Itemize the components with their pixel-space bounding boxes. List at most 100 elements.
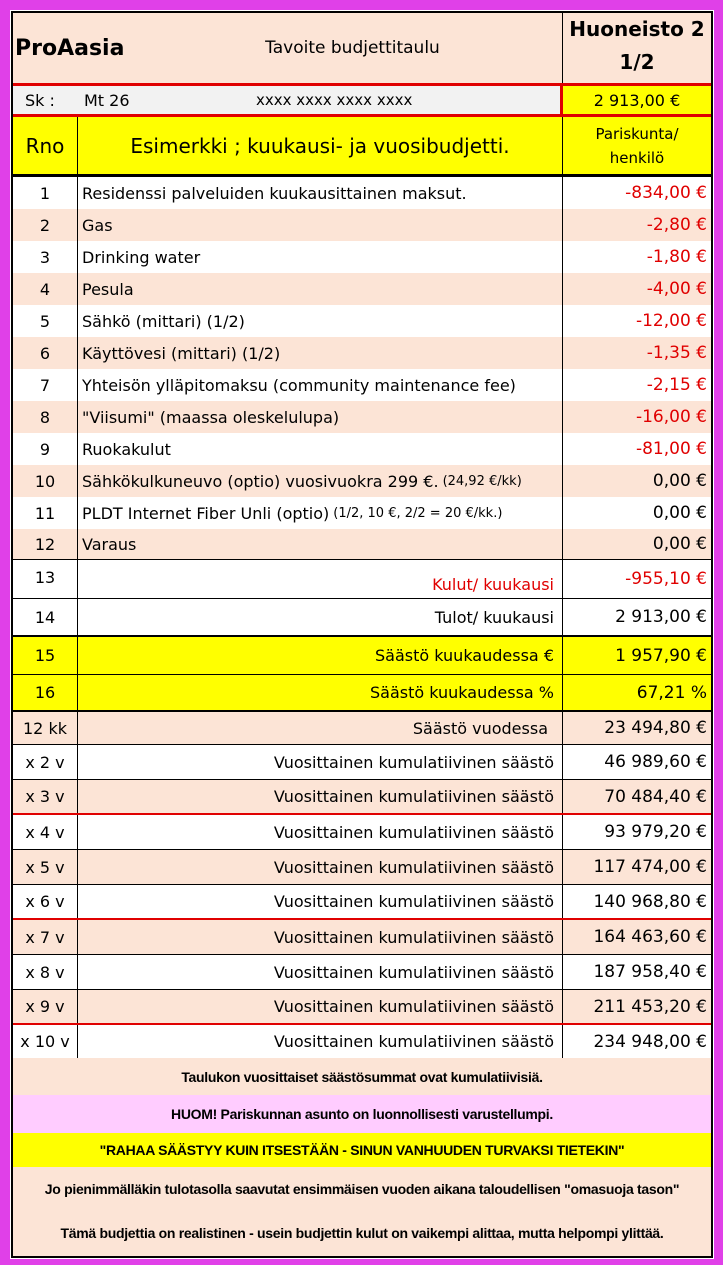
sheet-title: Tavoite budjettitaulu [143,13,563,83]
yearly-value: 23 494,80 € [604,718,707,738]
year-label: x 7 v [13,920,78,954]
total-value: 67,21 % [636,682,707,703]
yearly-savings-row: x 4 v Vuosittainen kumulatiivinen säästö 9… [13,815,711,850]
budget-item-row: 7 Yhteisön ylläpitomaksu (community maint… [13,369,711,401]
item-number: 11 [13,497,78,529]
col-value-line1: Pariskunta/ [595,124,679,143]
item-value: 0,00 € [652,503,707,523]
yearly-label: Vuosittainen kumulatiivinen säästö [78,955,563,989]
yearly-label: Vuosittainen kumulatiivinen säästö [78,885,563,918]
total-value: 2 913,00 € [615,607,707,627]
note-couple: HUOM! Pariskunnan asunto on luonnollises… [13,1095,711,1133]
item-value: -4,00 € [646,279,707,299]
total-label: Säästö kuukaudessa € [78,637,563,674]
item-label: Drinking water [78,241,563,273]
item-value: -1,80 € [646,247,707,267]
budget-item-row: 4 Pesula -4,00 € [13,273,711,305]
item-label-text: Varaus [82,534,137,554]
total-row: 15 Säästö kuukaudessa € 1 957,90 € [13,637,711,675]
item-value: 0,00 € [652,534,707,554]
budget-item-row: 2 Gas -2,80 € [13,209,711,241]
item-label-text: Gas [82,215,113,235]
item-label-text: Ruokakulut [82,439,171,459]
yearly-savings-row: x 7 v Vuosittainen kumulatiivinen säästö 1… [13,920,711,955]
col-description: Esimerkki ; kuukausi- ja vuosibudjetti. [78,117,563,174]
item-number: 6 [13,337,78,369]
year-label: x 8 v [13,955,78,989]
year-label: x 10 v [13,1025,78,1058]
item-label-text: Käyttövesi (mittari) (1/2) [82,343,281,363]
yearly-label: Vuosittainen kumulatiivinen säästö [78,780,563,813]
item-label-text: Sähkö (mittari) (1/2) [82,311,245,331]
info-row: Sk : Mt 26 xxxx xxxx xxxx xxxx 2 913,00 … [13,83,711,117]
budget-item-row: 9 Ruokakulut -81,00 € [13,433,711,465]
yearly-label: Vuosittainen kumulatiivinen säästö [78,1025,563,1058]
item-value: -81,00 € [635,439,707,459]
yearly-label: Vuosittainen kumulatiivinen säästö [78,850,563,884]
item-value: -1,35 € [646,343,707,363]
item-note: (24,92 €/kk) [442,473,522,489]
apartment-label: Huoneisto 2 [569,17,705,41]
total-label: Kulut/ kuukausi [78,560,563,598]
yearly-value: 164 463,60 € [593,927,707,947]
item-label: Gas [78,209,563,241]
sk-label: Sk : [25,90,55,110]
item-number: 2 [13,209,78,241]
budget-item-row: 5 Sähkö (mittari) (1/2) -12,00 € [13,305,711,337]
item-label: Residenssi palveluiden kuukausittainen m… [78,177,563,209]
yearly-savings-row: x 5 v Vuosittainen kumulatiivinen säästö 1… [13,850,711,885]
budget-item-row: 3 Drinking water -1,80 € [13,241,711,273]
yearly-value: 211 453,20 € [593,996,707,1017]
item-number: 9 [13,433,78,465]
total-label: Tulot/ kuukausi [78,599,563,635]
total-row: 16 Säästö kuukaudessa % 67,21 % [13,675,711,712]
budget-item-row: 10 Sähkökulkuneuvo (optio) vuosivuokra 29… [13,465,711,497]
item-label-text: Drinking water [82,247,201,267]
yearly-savings-row: x 9 v Vuosittainen kumulatiivinen säästö 2… [13,990,711,1025]
yearly-savings-row: x 10 v Vuosittainen kumulatiivinen säästö… [13,1025,711,1060]
yearly-savings-row: x 8 v Vuosittainen kumulatiivinen säästö 1… [13,955,711,990]
item-number: 4 [13,273,78,305]
budget-item-row: 8 "Viisumi" (maassa oleskelulupa) -16,00 € [13,401,711,433]
total-row: 13 Kulut/ kuukausi -955,10 € [13,560,711,599]
year-label: x 3 v [13,780,78,813]
yearly-savings-row: x 2 v Vuosittainen kumulatiivinen säästö 4… [13,745,711,780]
item-number: 7 [13,369,78,401]
item-label-text: PLDT Internet Fiber Unli (optio) [82,503,330,523]
yearly-label: Vuosittainen kumulatiivinen säästö [78,990,563,1023]
note-first-year: Jo pienimmälläkin tulotasolla saavutat e… [13,1167,711,1210]
item-value: -16,00 € [635,407,707,427]
yearly-label: Säästö vuodessa [78,712,563,744]
item-note: (1/2, 10 €, 2/2 = 20 €/kk.) [333,505,503,521]
item-number: 3 [13,241,78,273]
yearly-label: Vuosittainen kumulatiivinen säästö [78,745,563,779]
masked-account: xxxx xxxx xxxx xxxx [198,86,563,114]
yearly-value: 46 989,60 € [604,752,707,772]
total-value: 1 957,90 € [615,645,707,666]
item-number: 5 [13,305,78,337]
column-header-row: Rno Esimerkki ; kuukausi- ja vuosibudjet… [13,117,711,177]
item-label: Käyttövesi (mittari) (1/2) [78,337,563,369]
item-number: 10 [13,465,78,497]
year-label: x 5 v [13,850,78,884]
item-value: -2,80 € [646,215,707,235]
yearly-savings-row: 12 kk Säästö vuodessa 23 494,80 € [13,712,711,745]
year-label: x 4 v [13,815,78,849]
year-label: 12 kk [13,712,78,744]
item-label: Ruokakulut [78,433,563,465]
total-row: 14 Tulot/ kuukausi 2 913,00 € [13,599,711,637]
total-label: Säästö kuukaudessa % [78,675,563,710]
total-number: 16 [13,675,78,710]
item-label: Sähkö (mittari) (1/2) [78,305,563,337]
yearly-label: Vuosittainen kumulatiivinen säästö [78,920,563,954]
item-label: Sähkökulkuneuvo (optio) vuosivuokra 299 … [78,465,563,497]
budget-item-row: 12 Varaus 0,00 € [13,529,711,561]
yearly-value: 234 948,00 € [593,1031,707,1052]
item-label: Yhteisön ylläpitomaksu (community mainte… [78,369,563,401]
total-number: 15 [13,637,78,674]
item-label-text: "Viisumi" (maassa oleskelulupa) [82,407,340,427]
income-summary: 2 913,00 € [563,86,711,114]
yearly-value: 187 958,40 € [593,962,707,982]
yearly-value: 117 474,00 € [593,857,707,877]
item-label: Varaus [78,529,563,559]
